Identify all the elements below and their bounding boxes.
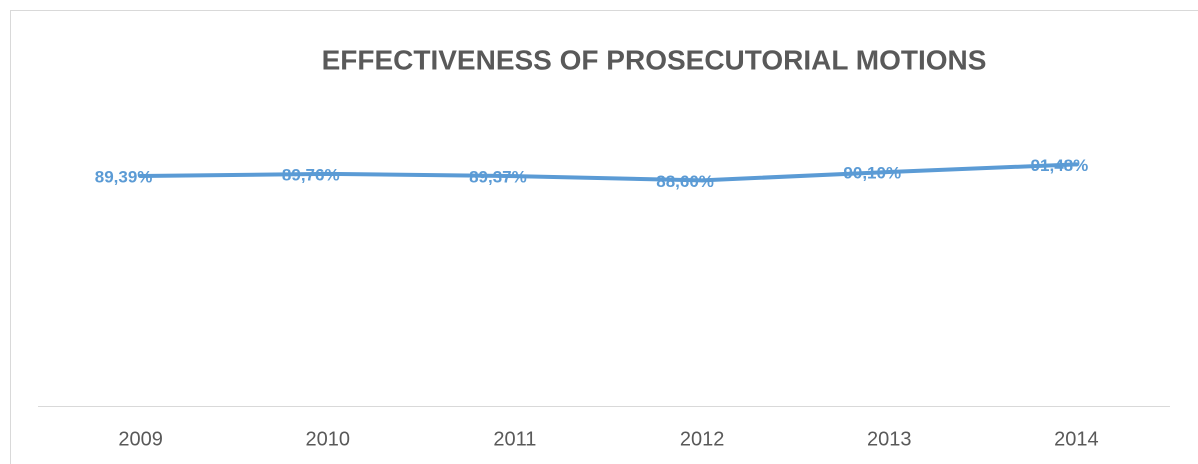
data-label: 89,37% <box>469 168 527 187</box>
x-tick-label: 2009 <box>118 428 163 450</box>
chart-frame <box>10 10 1198 464</box>
x-tick-label: 2013 <box>867 428 912 450</box>
x-tick-label: 2012 <box>680 428 725 450</box>
line <box>138 162 1079 183</box>
x-tick-label: 2014 <box>1054 428 1099 450</box>
x-tick-label: 2010 <box>306 428 351 450</box>
data-label: 88,60% <box>656 172 714 191</box>
chart-title: EFFECTIVENESS OF PROSECUTORIAL MOTIONS <box>322 44 987 75</box>
data-label: 90,10% <box>843 164 901 183</box>
data-label: 91,48% <box>1031 156 1089 175</box>
data-label: 89,76% <box>282 165 340 184</box>
x-tick-label: 2011 <box>493 428 536 450</box>
data-label: 89,39% <box>95 167 153 186</box>
